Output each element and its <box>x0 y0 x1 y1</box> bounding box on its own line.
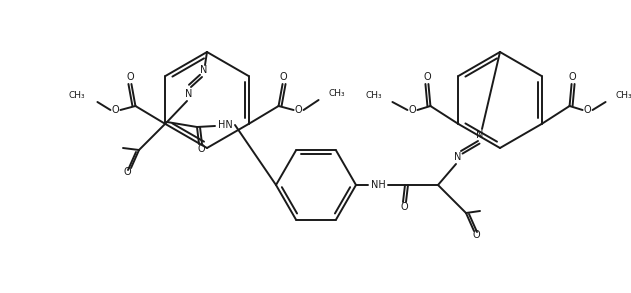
Text: O: O <box>112 105 119 115</box>
Text: O: O <box>280 72 287 82</box>
Text: O: O <box>295 105 302 115</box>
Text: O: O <box>584 105 591 115</box>
Text: N: N <box>186 89 192 99</box>
Text: CH₃: CH₃ <box>329 89 345 98</box>
Text: CH₃: CH₃ <box>366 91 382 100</box>
Text: O: O <box>409 105 416 115</box>
Text: CH₃: CH₃ <box>69 91 85 100</box>
Text: O: O <box>569 72 576 82</box>
Text: NH: NH <box>370 180 386 190</box>
Text: O: O <box>472 230 480 240</box>
Text: O: O <box>400 202 408 212</box>
Text: O: O <box>127 72 134 82</box>
Text: HN: HN <box>218 120 232 130</box>
Text: O: O <box>197 144 205 154</box>
Text: N: N <box>454 152 462 162</box>
Text: O: O <box>423 72 431 82</box>
Text: CH₃: CH₃ <box>616 91 631 100</box>
Text: N: N <box>476 130 484 140</box>
Text: N: N <box>200 65 208 75</box>
Text: O: O <box>123 167 131 177</box>
